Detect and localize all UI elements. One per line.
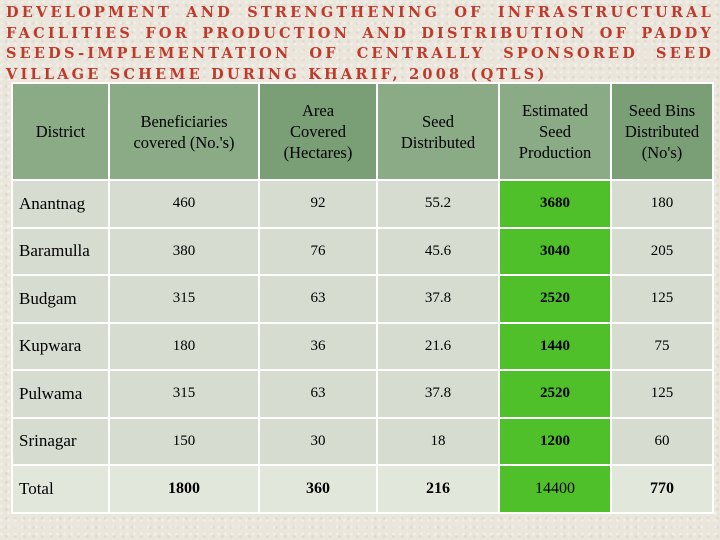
cell-district: Baramulla — [11, 226, 110, 276]
cell-beneficiaries: 150 — [108, 416, 260, 466]
table-row: Budgam 315 63 37.8 2520 125 — [11, 274, 714, 324]
cell-beneficiaries: 180 — [108, 321, 260, 371]
cell-seed: 37.8 — [376, 369, 500, 419]
cell-seed: 37.8 — [376, 274, 500, 324]
cell-area: 30 — [258, 416, 378, 466]
cell-seed: 45.6 — [376, 226, 500, 276]
table-row: Baramulla 380 76 45.6 3040 205 — [11, 226, 714, 276]
total-row: Total 1800 360 216 14400 770 — [11, 464, 714, 514]
cell-area: 36 — [258, 321, 378, 371]
page-title: DEVELOPMENT AND STRENGTHENING OF INFRAST… — [6, 4, 714, 83]
cell-seed: 18 — [376, 416, 500, 466]
cell-total-estimated: 14400 — [498, 464, 612, 514]
header-area: Area Covered (Hectares) — [258, 82, 378, 181]
cell-total-seed: 216 — [376, 464, 500, 514]
cell-area: 63 — [258, 274, 378, 324]
cell-district: Anantnag — [11, 179, 110, 229]
cell-beneficiaries: 315 — [108, 274, 260, 324]
cell-estimated: 2520 — [498, 369, 612, 419]
cell-district: Kupwara — [11, 321, 110, 371]
header-estimated-production: Estimated Seed Production — [498, 82, 612, 181]
cell-total-bins: 770 — [610, 464, 714, 514]
data-table: District Beneficiaries covered (No.'s) Ar… — [11, 82, 714, 514]
cell-estimated: 1440 — [498, 321, 612, 371]
cell-area: 76 — [258, 226, 378, 276]
cell-estimated: 1200 — [498, 416, 612, 466]
cell-district: Pulwama — [11, 369, 110, 419]
cell-beneficiaries: 315 — [108, 369, 260, 419]
cell-area: 92 — [258, 179, 378, 229]
cell-bins: 60 — [610, 416, 714, 466]
table-row: Kupwara 180 36 21.6 1440 75 — [11, 321, 714, 371]
table-row: Srinagar 150 30 18 1200 60 — [11, 416, 714, 466]
header-district: District — [11, 82, 110, 181]
cell-estimated: 2520 — [498, 274, 612, 324]
cell-bins: 205 — [610, 226, 714, 276]
cell-district: Srinagar — [11, 416, 110, 466]
cell-bins: 75 — [610, 321, 714, 371]
header-row: District Beneficiaries covered (No.'s) Ar… — [11, 82, 714, 181]
cell-bins: 180 — [610, 179, 714, 229]
cell-estimated: 3040 — [498, 226, 612, 276]
cell-estimated: 3680 — [498, 179, 612, 229]
cell-beneficiaries: 460 — [108, 179, 260, 229]
cell-area: 63 — [258, 369, 378, 419]
cell-seed: 21.6 — [376, 321, 500, 371]
table-row: Anantnag 460 92 55.2 3680 180 — [11, 179, 714, 229]
cell-seed: 55.2 — [376, 179, 500, 229]
header-seed-distributed: Seed Distributed — [376, 82, 500, 181]
cell-bins: 125 — [610, 369, 714, 419]
header-beneficiaries: Beneficiaries covered (No.'s) — [108, 82, 260, 181]
cell-district: Budgam — [11, 274, 110, 324]
cell-bins: 125 — [610, 274, 714, 324]
cell-beneficiaries: 380 — [108, 226, 260, 276]
cell-total-label: Total — [11, 464, 110, 514]
cell-total-area: 360 — [258, 464, 378, 514]
header-seed-bins: Seed Bins Distributed (No's) — [610, 82, 714, 181]
table-row: Pulwama 315 63 37.8 2520 125 — [11, 369, 714, 419]
cell-total-beneficiaries: 1800 — [108, 464, 260, 514]
